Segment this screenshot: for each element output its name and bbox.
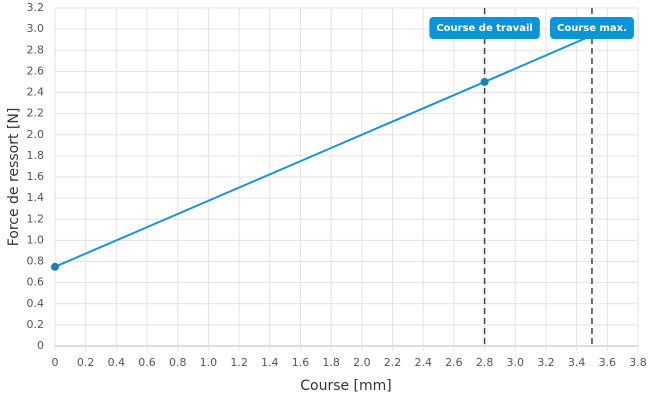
y-tick-label: 0: [37, 339, 44, 352]
x-tick-label: 0.2: [77, 356, 95, 369]
point: [51, 262, 59, 271]
x-tick-label: 2.0: [353, 356, 371, 369]
y-tick-label: 3.0: [27, 22, 45, 35]
annotation-box: [550, 17, 634, 39]
x-tick-label: 2.4: [414, 356, 432, 369]
y-tick-label: 2.2: [27, 107, 45, 120]
x-tick-label: 3.4: [568, 356, 586, 369]
y-tick-label: 0.8: [27, 255, 45, 268]
x-tick-label: 2.2: [384, 356, 402, 369]
x-tick-label: 1.6: [292, 356, 310, 369]
y-tick-label: 0.2: [27, 318, 45, 331]
x-tick-label: 3.2: [537, 356, 555, 369]
y-tick-label: 1.0: [27, 233, 45, 246]
x-tick-label: 1.4: [261, 356, 279, 369]
x-tick-label: 0: [52, 356, 59, 369]
y-axis-title: Force de ressort [N]: [6, 108, 22, 247]
x-tick-label: 3.0: [507, 356, 525, 369]
x-tick-label: 3.8: [629, 356, 647, 369]
x-tick-label: 0.6: [138, 356, 156, 369]
point: [480, 77, 489, 86]
y-tick-label: 1.2: [27, 212, 45, 225]
annotation-label: Course max.: [557, 23, 627, 34]
line: [54, 34, 593, 268]
y-tick-label: 1.8: [27, 149, 45, 162]
x-tick-label: 0.4: [108, 356, 126, 369]
y-tick-label: 2.4: [27, 86, 45, 99]
x-axis-title: Course [mm]: [300, 378, 392, 394]
x-tick-label: 3.6: [599, 356, 617, 369]
x-tick-label: 1.2: [230, 356, 248, 369]
y-tick-label: 2.0: [27, 128, 45, 141]
annotation-box: [429, 17, 540, 39]
annotation-label: Course de travail: [436, 23, 532, 34]
y-tick-label: 0.4: [27, 297, 45, 310]
y-tick-label: 1.4: [27, 191, 45, 204]
y-tick-label: 3.2: [27, 1, 45, 14]
x-tick-label: 2.8: [476, 356, 494, 369]
x-tick-label: 1.8: [322, 356, 340, 369]
x-tick-label: 0.8: [169, 356, 187, 369]
y-tick-label: 2.6: [27, 64, 45, 77]
y-tick-label: 1.6: [27, 170, 45, 183]
x-tick-label: 2.6: [445, 356, 463, 369]
x-tick-label: 1.0: [200, 356, 218, 369]
y-tick-label: 2.8: [27, 43, 45, 56]
y-tick-label: 0.6: [27, 276, 45, 289]
